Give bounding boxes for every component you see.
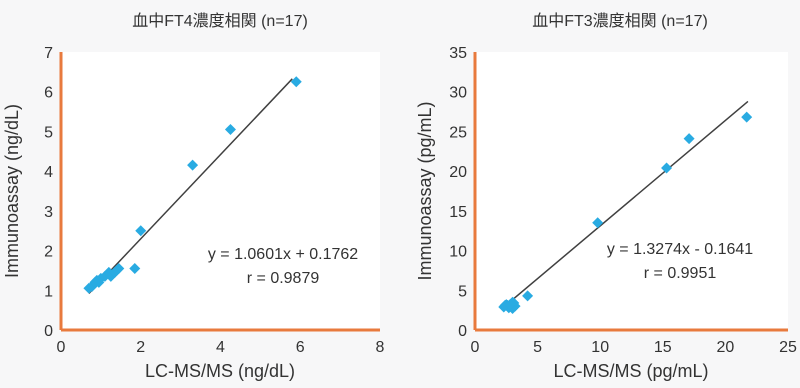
ft3-data-point xyxy=(522,290,534,302)
ft4-data-point xyxy=(224,123,236,135)
ft4-chart-title: 血中FT4濃度相関 (n=17) xyxy=(132,12,308,30)
ft4-x-tick-label: 8 xyxy=(376,339,385,356)
ft3-y-tick-label: 5 xyxy=(458,283,467,300)
ft3-x-tick-label: 20 xyxy=(717,339,735,356)
ft3-data-points xyxy=(498,111,753,315)
ft4-data-point xyxy=(135,225,147,237)
ft4-x-axis-label: LC-MS/MS (ng/dL) xyxy=(145,361,295,381)
ft3-plot-area xyxy=(475,52,788,330)
ft3-x-tick-label: 5 xyxy=(533,339,542,356)
ft3-data-point xyxy=(683,133,695,145)
ft3-y-tick-label: 30 xyxy=(449,85,467,102)
ft4-y-tick-label: 7 xyxy=(44,45,53,62)
ft4-y-tick-label: 3 xyxy=(44,204,53,221)
ft3-x-ticks: 0 5 10 15 20 25 xyxy=(471,339,797,356)
ft3-y-tick-label: 10 xyxy=(449,244,467,261)
ft4-y-tick-label: 1 xyxy=(44,283,53,300)
ft4-y-ticks: 0 1 2 3 4 5 6 7 xyxy=(44,45,53,340)
ft4-plot-area xyxy=(61,52,380,330)
ft4-y-tick-label: 4 xyxy=(44,164,53,181)
ft4-x-tick-label: 4 xyxy=(216,339,225,356)
ft3-correlation-chart: 血中FT3濃度相関 (n=17) 0 5 10 15 20 25 30 35 0 5 10 15 20… xyxy=(415,12,797,381)
ft3-y-ticks: 0 5 10 15 20 25 30 35 xyxy=(449,45,467,340)
ft4-regression-line xyxy=(88,78,293,295)
ft4-data-point xyxy=(93,276,105,288)
ft4-x-tick-label: 2 xyxy=(136,339,145,356)
ft3-data-point xyxy=(661,162,673,174)
ft4-regression-equation: y = 1.0601x + 0.1762 xyxy=(208,246,358,263)
ft3-y-tick-label: 0 xyxy=(458,323,467,340)
ft3-y-tick-label: 35 xyxy=(449,45,467,62)
ft4-data-point xyxy=(187,159,199,171)
ft4-y-tick-label: 5 xyxy=(44,124,53,141)
ft4-correlation-coefficient: r = 0.9879 xyxy=(247,270,320,287)
ft3-data-point xyxy=(592,217,604,229)
ft4-correlation-chart: 血中FT4濃度相関 (n=17) 0 1 2 3 4 5 6 7 0 2 4 6 8 y = 1.06… xyxy=(2,12,385,381)
ft3-data-point xyxy=(504,299,516,311)
ft3-x-tick-label: 10 xyxy=(591,339,609,356)
ft3-regression-line xyxy=(503,100,749,308)
ft3-y-tick-label: 20 xyxy=(449,164,467,181)
ft3-y-tick-label: 15 xyxy=(449,204,467,221)
ft3-x-tick-label: 15 xyxy=(654,339,672,356)
ft4-y-tick-label: 6 xyxy=(44,85,53,102)
ft3-x-axis-label: LC-MS/MS (pg/mL) xyxy=(553,361,708,381)
ft4-data-points xyxy=(83,76,302,294)
ft3-correlation-coefficient: r = 0.9951 xyxy=(644,265,717,282)
ft4-x-tick-label: 6 xyxy=(296,339,305,356)
ft4-x-tick-label: 0 xyxy=(57,339,66,356)
ft3-y-axis-label: Immunoassay (pg/mL) xyxy=(415,101,435,280)
ft3-data-point xyxy=(741,111,753,123)
ft4-data-point xyxy=(111,264,123,276)
ft4-y-tick-label: 2 xyxy=(44,244,53,261)
ft3-x-tick-label: 0 xyxy=(471,339,480,356)
ft4-data-point xyxy=(129,262,141,274)
ft4-x-ticks: 0 2 4 6 8 xyxy=(57,339,385,356)
ft3-y-tick-label: 25 xyxy=(449,124,467,141)
ft4-y-axis-label: Immunoassay (ng/dL) xyxy=(2,104,22,278)
ft3-regression-equation: y = 1.3274x - 0.1641 xyxy=(607,241,753,258)
ft4-y-tick-label: 0 xyxy=(44,323,53,340)
ft4-data-point xyxy=(290,76,302,88)
ft3-chart-title: 血中FT3濃度相関 (n=17) xyxy=(532,12,708,30)
ft3-x-tick-label: 25 xyxy=(779,339,797,356)
